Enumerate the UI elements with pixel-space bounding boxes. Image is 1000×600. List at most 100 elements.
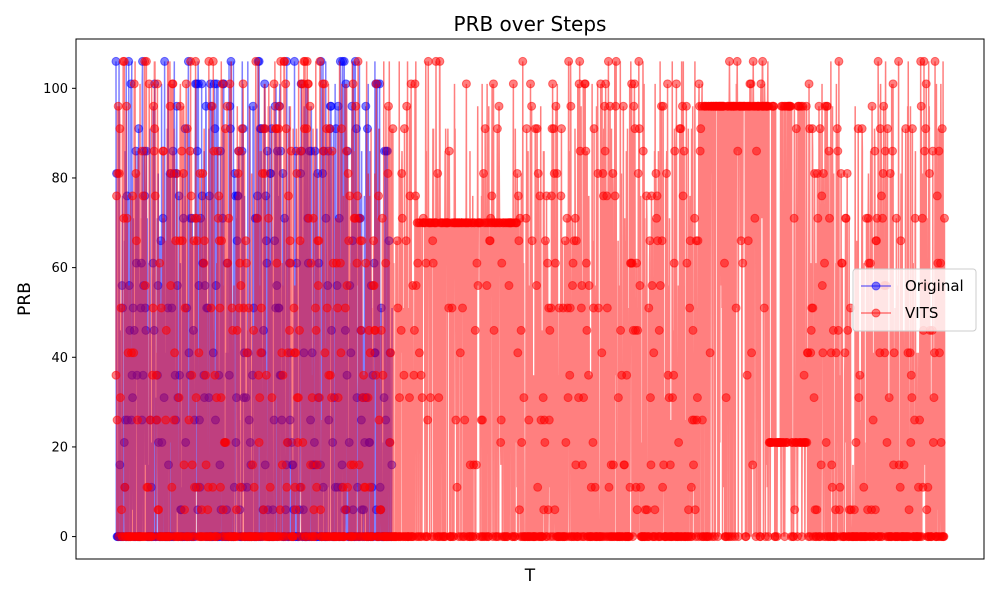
vits-point bbox=[344, 483, 352, 491]
vits-point bbox=[115, 169, 123, 177]
vits-point bbox=[384, 169, 392, 177]
vits-point bbox=[528, 237, 536, 245]
vits-point bbox=[152, 371, 160, 379]
vits-point bbox=[908, 394, 916, 402]
vits-point bbox=[233, 326, 241, 334]
vits-point bbox=[938, 125, 946, 133]
vits-point bbox=[691, 506, 699, 514]
vits-point bbox=[871, 147, 879, 155]
vits-point bbox=[242, 259, 250, 267]
vits-point bbox=[551, 259, 559, 267]
vits-point bbox=[599, 169, 607, 177]
vits-point bbox=[868, 102, 876, 110]
vits-point bbox=[619, 102, 627, 110]
vits-point bbox=[188, 371, 196, 379]
vits-point bbox=[623, 371, 631, 379]
vits-point bbox=[337, 125, 345, 133]
vits-point bbox=[139, 192, 147, 200]
vits-point bbox=[320, 80, 328, 88]
vits-point bbox=[803, 438, 811, 446]
vits-point bbox=[185, 416, 193, 424]
vits-point bbox=[162, 326, 170, 334]
vits-point bbox=[253, 214, 261, 222]
original-point bbox=[340, 57, 348, 65]
vits-point bbox=[561, 237, 569, 245]
vits-point bbox=[123, 214, 131, 222]
vits-point bbox=[372, 80, 380, 88]
vits-point bbox=[238, 125, 246, 133]
vits-point bbox=[497, 438, 505, 446]
y-tick-label: 100 bbox=[43, 82, 68, 97]
vits-point bbox=[589, 438, 597, 446]
vits-point bbox=[533, 282, 541, 290]
vits-point bbox=[550, 125, 558, 133]
vits-point bbox=[452, 416, 460, 424]
vits-point bbox=[377, 326, 385, 334]
vits-point bbox=[297, 147, 305, 155]
vits-point bbox=[375, 192, 383, 200]
vits-point bbox=[216, 483, 224, 491]
vits-point bbox=[153, 80, 161, 88]
vits-point bbox=[129, 192, 137, 200]
vits-point bbox=[534, 169, 542, 177]
vits-point bbox=[328, 147, 336, 155]
vits-point bbox=[362, 259, 370, 267]
vits-point bbox=[653, 192, 661, 200]
vits-point bbox=[759, 57, 767, 65]
vits-point bbox=[192, 57, 200, 65]
vits-point bbox=[748, 349, 756, 357]
vits-point bbox=[697, 125, 705, 133]
vits-point bbox=[306, 102, 314, 110]
vits-point bbox=[937, 259, 945, 267]
vits-point bbox=[930, 394, 938, 402]
vits-point bbox=[187, 192, 195, 200]
vits-point bbox=[412, 192, 420, 200]
vits-point bbox=[580, 394, 588, 402]
vits-point bbox=[828, 483, 836, 491]
vits-point bbox=[355, 461, 363, 469]
vits-point bbox=[844, 326, 852, 334]
vits-point bbox=[357, 326, 365, 334]
vits-point bbox=[917, 102, 925, 110]
vits-point bbox=[515, 237, 523, 245]
vits-point bbox=[130, 80, 138, 88]
vits-point bbox=[178, 237, 186, 245]
vits-point bbox=[691, 214, 699, 222]
vits-point bbox=[672, 80, 680, 88]
vits-point bbox=[747, 80, 755, 88]
vits-point bbox=[412, 282, 420, 290]
vits-point bbox=[410, 326, 418, 334]
vits-point bbox=[552, 102, 560, 110]
vits-point bbox=[921, 147, 929, 155]
vits-point bbox=[245, 304, 253, 312]
vits-point bbox=[293, 169, 301, 177]
vits-point bbox=[225, 214, 233, 222]
vits-point bbox=[266, 483, 274, 491]
vits-point bbox=[611, 192, 619, 200]
vits-point bbox=[386, 438, 394, 446]
vits-point bbox=[671, 147, 679, 155]
vits-point bbox=[519, 57, 527, 65]
vits-point bbox=[211, 371, 219, 379]
y-tick-label: 20 bbox=[51, 440, 68, 455]
vits-point bbox=[116, 394, 124, 402]
vits-point bbox=[142, 57, 150, 65]
vits-point bbox=[591, 483, 599, 491]
vits-point bbox=[566, 371, 574, 379]
original-point bbox=[198, 80, 206, 88]
vits-point bbox=[669, 394, 677, 402]
vits-point bbox=[250, 326, 258, 334]
vits-point bbox=[132, 237, 140, 245]
vits-point bbox=[303, 57, 311, 65]
vits-point bbox=[326, 125, 334, 133]
vits-point bbox=[773, 533, 781, 541]
vits-point bbox=[180, 461, 188, 469]
vits-point bbox=[235, 147, 243, 155]
original-point bbox=[362, 102, 370, 110]
chart-title: PRB over Steps bbox=[454, 12, 607, 36]
y-axis-label: PRB bbox=[15, 282, 35, 316]
vits-point bbox=[843, 169, 851, 177]
vits-point bbox=[822, 438, 830, 446]
vits-point bbox=[471, 326, 479, 334]
vits-point bbox=[183, 125, 191, 133]
